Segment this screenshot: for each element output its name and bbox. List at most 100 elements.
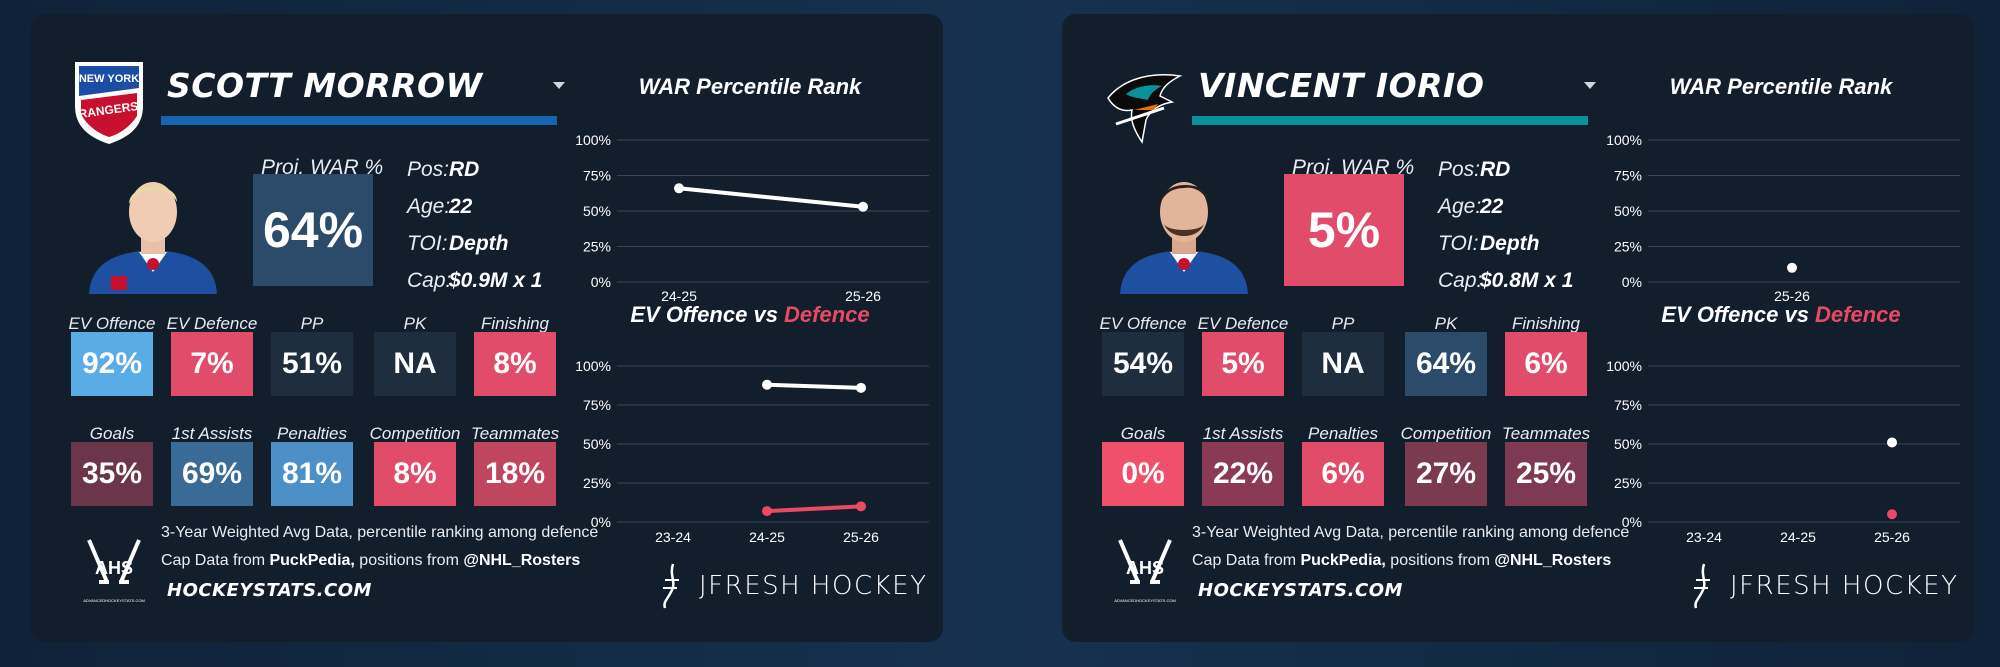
x-tick-label: 25-26 [1774, 288, 1810, 304]
jfresh-brand: JFRESH HOCKEY [1690, 562, 1958, 610]
site-link[interactable]: HOCKEYSTATS.COM [167, 580, 372, 601]
stat-label-ev-defence: EV Defence [1197, 314, 1289, 333]
footer-note: 3-Year Weighted Avg Data, percentile ran… [1192, 524, 1630, 541]
x-tick-label: 23-24 [1686, 529, 1722, 545]
x-tick-label: 24-25 [1780, 529, 1816, 545]
y-tick-label: 75% [583, 397, 611, 413]
stat-label-pp: PP [1331, 314, 1355, 333]
offence-point [1887, 437, 1897, 448]
y-tick-label: 75% [1614, 397, 1642, 413]
defence-line [766, 504, 862, 514]
stat-label-finishing: Finishing [1511, 314, 1581, 333]
stat-tile-ev-defence: 7% [171, 332, 253, 396]
war-percentile-chart: 100% 75% 50% 25% 0% 25-26 [1606, 132, 1960, 304]
y-tick-label: 100% [575, 358, 611, 374]
y-tick-label: 25% [583, 239, 611, 255]
info-pos: Pos:RD [1438, 158, 1511, 181]
stat-label-competition: Competition [1400, 424, 1492, 443]
stat-tile-pk: NA [374, 332, 456, 396]
y-tick-label: 50% [583, 203, 611, 219]
info-cap: Cap:$0.9M x 1 [407, 269, 543, 292]
ev-offence-defence-chart: 100% 75% 50% 25% 0% 23-24 24-25 25-26 [575, 358, 929, 545]
war-chart-title: WAR Percentile Rank [638, 74, 862, 99]
stat-label-goals: Goals [1120, 424, 1166, 443]
name-underline-bar [161, 116, 557, 125]
war-chart-title: WAR Percentile Rank [1669, 74, 1893, 99]
stat-label-pk: PK [1434, 314, 1458, 333]
jfresh-logo-icon [1694, 563, 1710, 609]
stat-tile-pk: 64% [1405, 332, 1487, 396]
name-underline-bar [1192, 116, 1588, 125]
stat-label-pk: PK [403, 314, 427, 333]
player-dropdown-chevron-down-icon[interactable] [553, 82, 565, 89]
proj-war-label: Proj. WAR % [261, 156, 384, 179]
stat-tile-pp: 51% [271, 332, 353, 396]
stat-tile-pp: NA [1302, 332, 1384, 396]
stat-label-teammates: Teammates [470, 424, 560, 443]
y-tick-label: 100% [1606, 132, 1642, 148]
proj-war-value: 5% [1284, 174, 1404, 286]
stat-label-ev-defence: EV Defence [166, 314, 258, 333]
info-toi: TOI:Depth [1438, 232, 1540, 255]
ev-offence-defence-chart: 100% 75% 50% 25% 0% 23-24 24-25 25-26 [1606, 358, 1960, 545]
player-name: VINCENT IORIO [1198, 66, 1485, 105]
info-age: Age:22 [407, 195, 473, 218]
player-photo-avatar [89, 182, 217, 294]
footer-cap-note: Cap Data from PuckPedia, positions from … [1192, 552, 1612, 569]
svg-text:AHS: AHS [1126, 558, 1164, 578]
x-tick-label: 25-26 [1874, 529, 1910, 545]
ahs-logo-icon: AHS ADVANCEDHOCKEYSTATS.COM [83, 539, 145, 603]
player-name: SCOTT MORROW [167, 66, 483, 105]
defence-point [762, 506, 772, 517]
ev-chart-title: EV Offence vs Defence [1661, 302, 1901, 327]
stat-label-ev-offence: EV Offence [1099, 314, 1187, 333]
stat-tile-goals: 0% [1102, 442, 1184, 506]
info-pos: Pos:RD [407, 158, 480, 181]
stat-tile-goals: 35% [71, 442, 153, 506]
y-tick-label: 50% [1614, 436, 1642, 452]
war-line [678, 186, 864, 209]
san-jose-sharks-logo-icon [1107, 74, 1183, 144]
defence-point [1887, 509, 1897, 520]
x-tick-label: 25-26 [843, 529, 879, 545]
stat-label-competition: Competition [369, 424, 461, 443]
site-link[interactable]: HOCKEYSTATS.COM [1198, 580, 1403, 601]
footer-note: 3-Year Weighted Avg Data, percentile ran… [161, 524, 599, 541]
stat-tile-penalties: 81% [271, 442, 353, 506]
jfresh-logo-icon [663, 563, 679, 609]
ahs-logo-icon: AHS ADVANCEDHOCKEYSTATS.COM [1114, 539, 1176, 603]
proj-war-label: Proj. WAR % [1292, 156, 1415, 179]
stat-tile-teammates: 18% [474, 442, 556, 506]
x-tick-label: 24-25 [749, 529, 785, 545]
y-tick-label: 75% [1614, 168, 1642, 184]
stat-label-penalties: Penalties [277, 424, 347, 443]
player-card-right: VINCENT IORIO Proj. WAR % 5% Pos:RD Age:… [1062, 14, 1974, 642]
stat-label-1st-assists: 1st Assists [171, 424, 253, 443]
logo-text-line1: NEW YORK [79, 73, 139, 85]
y-tick-label: 0% [591, 514, 611, 530]
player-photo-avatar [1120, 182, 1248, 294]
y-tick-label: 50% [583, 436, 611, 452]
stat-label-goals: Goals [89, 424, 135, 443]
y-tick-label: 0% [1622, 514, 1642, 530]
offence-line [766, 382, 862, 390]
stat-tile-finishing: 8% [474, 332, 556, 396]
y-tick-label: 25% [583, 475, 611, 491]
player-dropdown-chevron-down-icon[interactable] [1584, 82, 1596, 89]
svg-text:ADVANCEDHOCKEYSTATS.COM: ADVANCEDHOCKEYSTATS.COM [1114, 598, 1176, 603]
stat-tile-competition: 8% [374, 442, 456, 506]
info-toi: TOI:Depth [407, 232, 509, 255]
y-tick-label: 100% [575, 132, 611, 148]
war-point [1787, 262, 1797, 273]
info-cap: Cap:$0.8M x 1 [1438, 269, 1574, 292]
player-card-left: NEW YORK RANGERS SCOTT MORROW Proj. WAR … [31, 14, 943, 642]
stat-tile-ev-defence: 5% [1202, 332, 1284, 396]
stat-tile-1st-assists: 22% [1202, 442, 1284, 506]
stat-label-finishing: Finishing [480, 314, 550, 333]
war-point [674, 183, 684, 194]
stat-tile-ev-offence: 92% [71, 332, 153, 396]
x-tick-label: 25-26 [845, 288, 881, 304]
offence-point [856, 382, 866, 393]
proj-war-value: 64% [253, 174, 373, 286]
y-tick-label: 75% [583, 168, 611, 184]
